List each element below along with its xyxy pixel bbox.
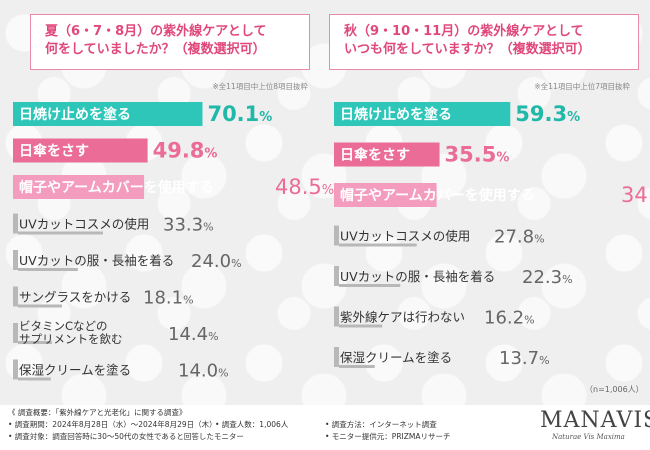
right-category-label-2: 帽子やアームカバーを使用する (340, 187, 535, 204)
right-bar-5 (334, 306, 339, 327)
right-category-label-3: UVカットコスメの使用 (340, 229, 470, 244)
left-question-line1: 夏（6・7・8月）の紫外線ケアとして (45, 24, 267, 39)
left-value-label-4: 24.0% (191, 251, 242, 272)
left-value-label-6: 14.4% (168, 324, 219, 345)
right-bar-1 (334, 142, 440, 167)
survey-period: • 調査期間：2024年8月28日（水）〜2024年8月29日（木） (8, 420, 217, 429)
right-value-label-5: 16.2% (484, 308, 535, 329)
right-bar-6 (334, 347, 339, 367)
right-note: ※全11項目中上位7項目抜粋 (534, 82, 630, 91)
bar-charts: 日焼け止めを塗る 70.1% 日傘をさす 49.8% 帽子やアームカバーを使用する 48.… (13, 102, 650, 382)
footer: 《 調査概要：「紫外線ケアと光老化」に関する調査》 • 調査期間：2024年8月… (0, 405, 650, 450)
right-question: 秋（9・10・11月）の紫外線ケアとして いつも何をしていますか？（複数選択可） (344, 23, 614, 59)
left-bar-0 (13, 102, 203, 126)
right-bar-2 (334, 183, 437, 207)
survey-method: • 調査方法：インターネット調査 (325, 420, 437, 429)
left-question-line2: 何をしていましたか？（複数選択可） (45, 42, 266, 57)
right-question-box: 秋（9・10・11月）の紫外線ケアとして いつも何をしていますか？（複数選択可） (329, 14, 639, 70)
right-value-label-6: 13.7% (499, 348, 550, 369)
left-bar-5 (13, 286, 18, 307)
left-bar-base-7 (18, 377, 51, 381)
sample-size: （n=1,006人） (585, 385, 644, 394)
right-question-line1: 秋（9・10・11月）の紫外線ケアとして (344, 24, 584, 39)
right-bar-4 (334, 266, 339, 286)
left-value-label-7: 14.0% (178, 361, 229, 382)
left-question: 夏（6・7・8月）の紫外線ケアとして 何をしていましたか？（複数選択可） (45, 23, 315, 59)
right-bar-base-3 (339, 243, 417, 247)
left-bar-base-4 (18, 268, 78, 271)
left-bar-1 (13, 138, 148, 163)
survey-people: • 調査人数：1,006人 (215, 420, 289, 429)
left-bar-3 (13, 213, 18, 234)
right-category-label-1: 日傘をさす (340, 147, 410, 164)
brand-logo: MANAVIS (540, 408, 650, 433)
left-category-label-7: 保湿クリームを塗る (19, 363, 131, 378)
left-note: ※全11項目中上位8項目抜粋 (212, 82, 308, 91)
left-category-label-5: サングラスをかける (19, 290, 131, 305)
left-bar-7 (13, 359, 18, 380)
left-category-label-1: 日傘をさす (19, 143, 89, 160)
left-value-label-2: 48.5% (275, 175, 334, 199)
left-bar-6 (13, 323, 18, 343)
right-bar-base-5 (339, 324, 383, 328)
right-bar-base-4 (339, 284, 401, 287)
left-value-label-1: 49.8% (153, 139, 218, 163)
right-value-label-4: 22.3% (522, 267, 573, 288)
right-value-label-3: 27.8% (494, 227, 545, 248)
left-bar-2 (13, 175, 145, 199)
right-category-label-6: 保湿クリームを塗る (340, 350, 452, 365)
left-category-label-3: UVカットコスメの使用 (19, 217, 149, 232)
survey-provider: • モニター提供元：PRIZMAリサーチ (325, 432, 451, 441)
right-category-label-5: 紫外線ケアは行わない (340, 310, 465, 325)
left-bar-4 (13, 250, 18, 270)
right-bar-0 (334, 102, 511, 126)
left-value-label-0: 70.1% (207, 102, 272, 126)
left-category-label-6-line1: サプリメントを飲む (19, 332, 123, 346)
right-value-label-0: 59.3% (515, 102, 580, 126)
left-value-label-3: 33.3% (163, 215, 214, 236)
left-value-label-5: 18.1% (143, 288, 194, 309)
right-bar-3 (334, 225, 339, 246)
left-question-box: 夏（6・7・8月）の紫外線ケアとして 何をしていましたか？（複数選択可） (30, 14, 310, 70)
left-panel: 夏（6・7・8月）の紫外線ケアとして 何をしていましたか？（複数選択可） ※全1… (0, 0, 323, 402)
left-bar-base-3 (18, 231, 103, 235)
left-bar-base-6 (18, 341, 52, 344)
left-category-label-4: UVカットの服・長袖を着る (19, 253, 174, 268)
brand-tagline: Naturae Vis Maxima (552, 433, 625, 441)
right-value-label-1: 35.5% (445, 143, 510, 167)
left-category-label-0: 日焼け止めを塗る (19, 106, 131, 123)
right-bar-base-6 (339, 365, 375, 368)
right-panel: 秋（9・10・11月）の紫外線ケアとして いつも何をしていますか？（複数選択可）… (327, 0, 650, 402)
survey-target: • 調査対象：調査回答時に30〜50代の女性であると回答したモニター (8, 432, 244, 441)
left-bar-base-5 (18, 304, 62, 308)
right-question-line2: いつも何をしていますか？（複数選択可） (344, 42, 591, 57)
left-category-label-2: 帽子やアームカバーを使用する (19, 179, 214, 196)
left-category-label-6-line0: ビタミンCなどの (19, 319, 108, 333)
right-category-label-4: UVカットの服・長袖を着る (340, 269, 495, 284)
right-value-label-2: 34.5% (621, 183, 650, 207)
survey-title: 《 調査概要：「紫外線ケアと光老化」に関する調査》 (8, 408, 187, 417)
right-category-label-0: 日焼け止めを塗る (340, 106, 452, 123)
